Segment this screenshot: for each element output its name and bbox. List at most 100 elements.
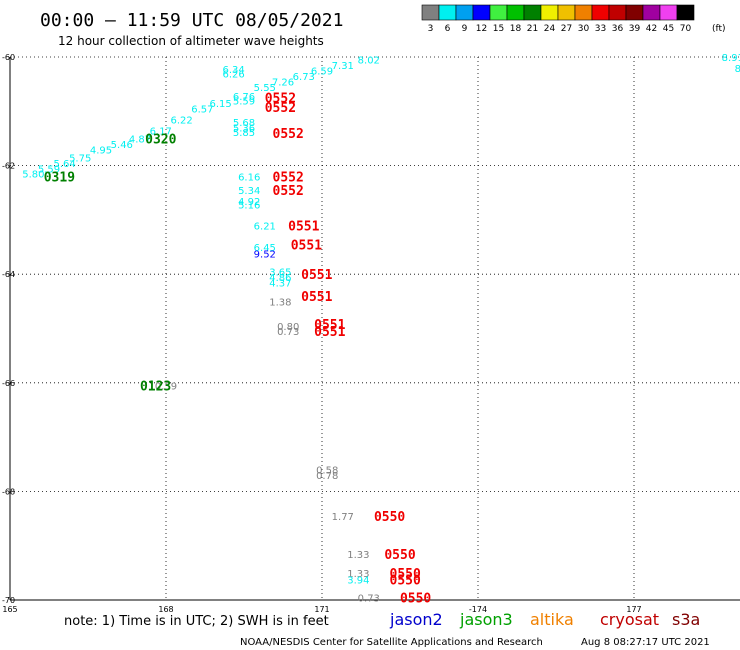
footer-timestamp: Aug 8 08:27:17 UTC 2021: [581, 637, 710, 648]
swh-label: 3.65: [269, 267, 291, 278]
scale-swatch: [523, 4, 542, 21]
y-tick-label: -66: [2, 379, 15, 388]
x-tick-label: 177: [626, 605, 641, 614]
swh-label: 6.73: [293, 72, 315, 83]
scale-label: 30: [578, 24, 590, 34]
scale-swatch: [557, 4, 576, 21]
time-label: 0552: [273, 127, 304, 142]
swh-label: 6.16: [238, 172, 260, 183]
swh-label: 0.78: [316, 471, 338, 482]
satellite-legend: jason2 jason3 altika cryosat s3a: [389, 610, 700, 629]
swh-label: 3.94: [347, 575, 369, 586]
y-tick-label: -60: [2, 53, 15, 62]
swh-label: 4.86: [269, 273, 291, 284]
swh-label: 7.26: [272, 77, 294, 88]
scale-label: 33: [595, 24, 606, 34]
swh-label: 4.37: [269, 278, 291, 289]
swh-label: 5.55: [254, 83, 276, 94]
swh-label: 8.02: [358, 56, 380, 67]
scale-label: 9: [462, 24, 468, 34]
swh-label: 6.45: [254, 243, 276, 254]
legend-jason3: jason3: [459, 610, 513, 629]
time-label: 0551: [314, 318, 345, 333]
page-title: 00:00 – 11:59 UTC 08/05/2021: [40, 10, 343, 31]
legend-s3a: s3a: [672, 610, 700, 629]
time-label: 0552: [265, 101, 296, 116]
time-label: 0552: [273, 184, 304, 199]
scale-label: 18: [510, 24, 522, 34]
swh-label: 1.77: [332, 512, 354, 523]
swh-label: 1.38: [269, 297, 291, 308]
y-axis-ticks: -60 -62 -64 -66 -68 -70: [2, 53, 15, 605]
scale-label: 12: [476, 24, 487, 34]
y-tick-label: -64: [2, 270, 15, 279]
plot-frame: [9, 57, 740, 601]
scale-swatch: [642, 4, 661, 21]
swh-label: 5.68: [233, 118, 255, 129]
time-label: 0320: [145, 132, 176, 147]
x-tick-label: 165: [2, 605, 17, 614]
y-tick-label: -70: [2, 596, 15, 605]
swh-label: 6.76: [233, 92, 255, 103]
footer-note: note: 1) Time is in UTC; 2) SWH is in fe…: [64, 614, 329, 629]
scale-label: 45: [663, 24, 674, 34]
scale-swatch: [472, 4, 491, 21]
time-label: 0319: [44, 170, 75, 185]
swh-label: 5.64: [53, 159, 75, 170]
time-label: 0551: [301, 290, 332, 305]
scale-label: 36: [612, 24, 624, 34]
scale-label: 70: [680, 24, 692, 34]
swh-label: 6.17: [150, 126, 172, 137]
swh-label: 6.57: [191, 105, 213, 116]
swh-label: 0.80: [277, 322, 299, 333]
scale-label: 24: [544, 24, 556, 34]
scale-swatch: [421, 4, 440, 21]
scale-swatch: [489, 4, 508, 21]
scale-label: 6: [445, 24, 451, 34]
swh-label: 1.33: [347, 569, 369, 580]
swh-labels: 5.805.595.645.754.955.464.876.176.226.57…: [22, 53, 740, 604]
time-label: 0123: [140, 380, 171, 395]
scale-swatch: [625, 4, 644, 21]
swh-label: 5.85: [233, 128, 255, 139]
scale-label: 15: [493, 24, 504, 34]
scale-swatch: [591, 4, 610, 21]
swh-label: 9.52: [254, 250, 276, 261]
time-label: 0550: [390, 567, 421, 582]
time-label: 0550: [374, 510, 405, 525]
swh-label: 0.73: [277, 327, 299, 338]
grid: [10, 56, 740, 600]
swh-label: 6.21: [254, 221, 276, 232]
footer-credit: NOAA/NESDIS Center for Satellite Applica…: [240, 637, 543, 648]
time-label: 0551: [301, 268, 332, 283]
swh-label: 6.34: [222, 65, 244, 76]
time-label: 0550: [384, 548, 415, 563]
scale-swatch: [574, 4, 593, 21]
swh-label: 0.58: [316, 466, 338, 477]
time-label: 0551: [291, 238, 322, 253]
y-tick-label: -62: [2, 162, 15, 171]
swh-label: 6.26: [222, 69, 244, 80]
swh-label: 6.22: [170, 115, 192, 126]
page-subtitle: 12 hour collection of altimeter wave hei…: [58, 34, 324, 48]
swh-label: 8.82: [735, 64, 740, 75]
swh-label: 5.80: [22, 170, 44, 181]
time-label: 0550: [400, 591, 431, 606]
time-label: 0552: [265, 92, 296, 107]
swh-label: 0.73: [358, 593, 380, 604]
swh-label: 5.59: [38, 164, 60, 175]
x-tick-label: 171: [314, 605, 329, 614]
swh-label: 4.87: [129, 134, 151, 145]
swh-label: 4.92: [238, 197, 260, 208]
time-label: 0551: [288, 219, 319, 234]
swh-label: 0.59: [155, 382, 177, 393]
scale-swatch: [676, 4, 695, 21]
legend-cryosat: cryosat: [600, 610, 659, 629]
time-labels: 0319032005520552055205520552055105510551…: [44, 92, 432, 607]
scale-label: 21: [527, 24, 538, 34]
scale-swatch: [438, 4, 457, 21]
scale-swatch: [608, 4, 627, 21]
legend-jason2: jason2: [389, 610, 443, 629]
swh-label: 5.46: [111, 140, 133, 151]
